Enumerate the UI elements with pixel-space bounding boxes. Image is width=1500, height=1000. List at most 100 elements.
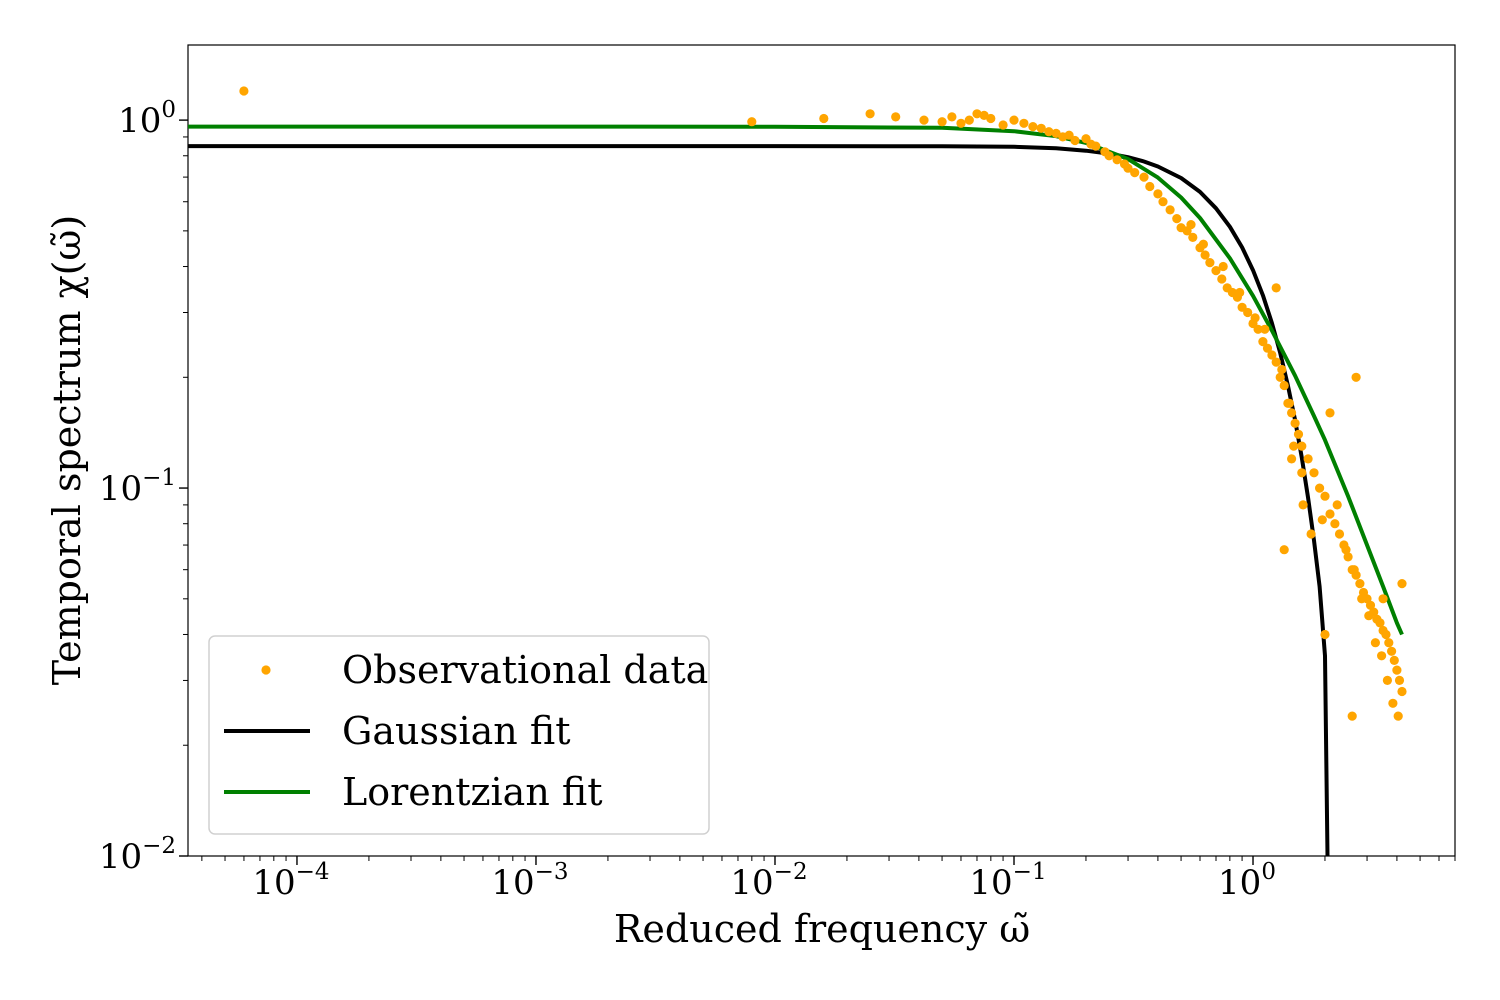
x-axis-label: Reduced frequency ω̃ (614, 907, 1030, 951)
data-point (1388, 698, 1398, 708)
data-point (1320, 629, 1330, 640)
data-point (947, 112, 957, 122)
data-point (1303, 454, 1313, 464)
data-point (1258, 337, 1268, 347)
data-point (1382, 675, 1392, 686)
data-point (1253, 324, 1263, 334)
data-point (1198, 239, 1208, 249)
data-point (1267, 350, 1277, 360)
y-tick-label: 10−2 (99, 833, 176, 877)
data-point (1271, 357, 1281, 367)
y-axis-label: Temporal spectrum χ(ω̃) (45, 215, 89, 685)
data-point (1387, 646, 1397, 656)
data-point (1218, 261, 1228, 272)
data-point (1375, 618, 1385, 628)
data-point (1317, 515, 1327, 525)
data-point (1123, 163, 1133, 173)
data-points (239, 86, 1407, 721)
data-point (1397, 579, 1407, 589)
legend-label-observational: Observational data (342, 648, 708, 692)
data-point (1393, 711, 1403, 721)
data-point (1297, 441, 1307, 451)
x-tick-label: 10−4 (252, 859, 329, 903)
data-point (1130, 168, 1140, 178)
data-point (1172, 214, 1182, 224)
data-point (1200, 250, 1210, 260)
data-point (1064, 130, 1074, 140)
y-axis-ticks: 10−2 10−1 100 (99, 97, 188, 877)
data-point (1332, 500, 1342, 510)
data-point (956, 118, 966, 128)
y-tick-label: 100 (118, 97, 176, 141)
data-point (1153, 189, 1163, 199)
data-point (1357, 594, 1367, 604)
data-point (1019, 118, 1029, 128)
data-point (1112, 155, 1122, 165)
data-point (1349, 565, 1359, 575)
data-point (1392, 665, 1402, 675)
data-point (998, 120, 1008, 130)
legend-label-gaussian: Gaussian fit (342, 709, 570, 753)
data-point (1279, 545, 1289, 555)
data-point (865, 109, 875, 119)
data-point (1277, 364, 1287, 375)
data-point (1260, 324, 1270, 334)
data-point (1271, 283, 1281, 293)
data-point (1235, 287, 1245, 298)
data-point (1275, 372, 1285, 382)
data-point (1298, 500, 1308, 510)
data-point (919, 115, 929, 125)
data-point (819, 113, 829, 124)
data-point (1343, 552, 1353, 562)
data-point (986, 113, 996, 124)
data-point (964, 115, 974, 125)
data-point (1364, 611, 1374, 621)
data-point (1289, 441, 1299, 451)
data-point (1284, 398, 1294, 408)
data-point (1290, 418, 1300, 428)
data-point (1377, 651, 1387, 661)
data-point (1347, 711, 1357, 721)
x-tick-label: 100 (1218, 859, 1276, 903)
lorentzian-fit-line (188, 124, 1404, 636)
data-point (1188, 232, 1198, 242)
data-point (891, 112, 901, 122)
x-axis-ticks: 10−4 10−3 10−2 10−1 100 (201, 856, 1456, 903)
data-point (1351, 372, 1361, 382)
data-point (1306, 529, 1316, 539)
data-point (1320, 491, 1330, 501)
data-point (1325, 509, 1335, 519)
data-point (1370, 638, 1380, 648)
data-point (1145, 181, 1155, 192)
data-point (1397, 686, 1407, 697)
data-point (1139, 172, 1149, 182)
data-point (1243, 307, 1253, 318)
data-point (1355, 579, 1365, 589)
data-point (1334, 529, 1345, 539)
data-point (1044, 127, 1054, 137)
data-point (1165, 205, 1175, 215)
data-point (1250, 313, 1260, 323)
x-tick-label: 10−1 (969, 859, 1046, 903)
data-point (1217, 274, 1227, 284)
data-point (1104, 151, 1114, 161)
data-point (1330, 519, 1340, 529)
data-point (1384, 638, 1394, 648)
legend: Observational data Gaussian fit Lorentzi… (208, 635, 710, 835)
data-point (1309, 468, 1319, 478)
legend-label-lorentzian: Lorentzian fit (342, 770, 603, 814)
data-point (1279, 380, 1289, 391)
data-point (1028, 122, 1038, 132)
data-point (1315, 483, 1325, 493)
data-point (1389, 655, 1399, 666)
data-point (1009, 115, 1019, 125)
data-point (1341, 545, 1351, 555)
data-point (1158, 197, 1168, 207)
legend-box (208, 635, 710, 835)
data-point (1205, 258, 1215, 268)
legend-marker-observational (261, 665, 271, 675)
y-tick-label: 10−1 (99, 465, 176, 509)
data-point (239, 86, 249, 96)
data-point (1293, 429, 1304, 439)
data-point (972, 109, 982, 119)
